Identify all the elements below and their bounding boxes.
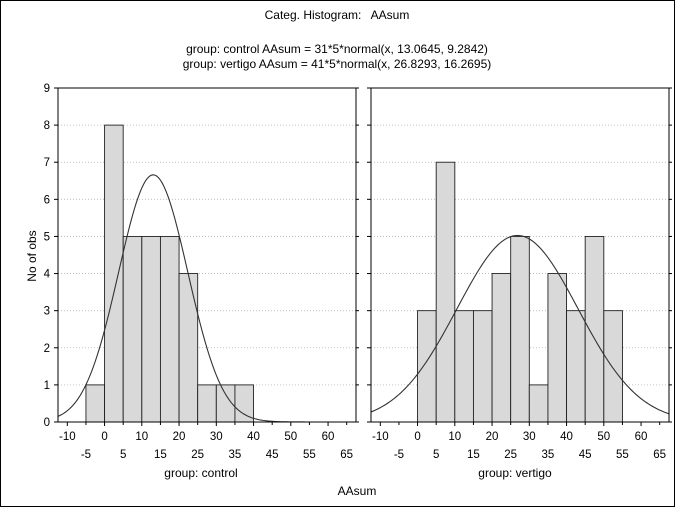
y-tick-label: 1 xyxy=(44,380,50,392)
histogram-bar xyxy=(528,384,549,423)
x-tick-label: 10 xyxy=(448,431,461,443)
histogram-bar xyxy=(547,273,568,423)
chart-title: Categ. Histogram: AAsum xyxy=(265,8,410,22)
chart-subtitle-control: group: control AAsum = 31*5*normal(x, 13… xyxy=(186,42,488,56)
x-tick-label: 45 xyxy=(579,449,592,461)
y-tick-label: 7 xyxy=(44,157,50,169)
histogram-bar xyxy=(454,310,474,423)
panel-1: -10 0 10 20 30 40 50 60 -5 5 15 25 35 45 55 65 xyxy=(367,87,672,461)
x-tick-label: 55 xyxy=(616,449,629,461)
x-tick-label: 60 xyxy=(322,431,335,443)
x-tick-label: -5 xyxy=(394,449,404,461)
x-tick-label: 25 xyxy=(191,449,204,461)
y-tick-label: 6 xyxy=(44,194,50,206)
histogram-bar xyxy=(603,310,623,423)
panel-frame xyxy=(57,87,357,423)
histogram-bar xyxy=(491,273,512,423)
normal-fit-curve xyxy=(370,234,670,415)
x-tick-label: 35 xyxy=(542,449,555,461)
x-tick-label: 15 xyxy=(467,449,480,461)
histogram-bar xyxy=(435,161,456,423)
x-tick-label: 65 xyxy=(340,449,353,461)
y-tick-label: 3 xyxy=(44,306,50,318)
x-tick-label: 60 xyxy=(635,431,648,443)
histogram-bar xyxy=(178,273,199,423)
x-tick-label: -5 xyxy=(81,449,91,461)
x-axis-label: AAsum xyxy=(338,484,377,498)
y-tick-label: 5 xyxy=(44,231,50,243)
panel-label-vertigo: group: vertigo xyxy=(478,466,552,480)
x-tick-label: 55 xyxy=(303,449,316,461)
x-tick-label: 5 xyxy=(120,449,126,461)
x-tick-label: 40 xyxy=(247,431,260,443)
histogram-bar xyxy=(197,384,217,423)
x-tick-label: 0 xyxy=(101,431,107,443)
y-axis-label: No of obs xyxy=(25,230,39,281)
x-tick-label: 40 xyxy=(560,431,573,443)
y-tick-label: 0 xyxy=(44,417,50,429)
x-tick-label: -10 xyxy=(372,431,389,443)
chart-subtitle-vertigo: group: vertigo AAsum = 41*5*normal(x, 26… xyxy=(183,57,492,71)
histogram-bar xyxy=(234,384,255,423)
x-tick-label: 50 xyxy=(284,431,297,443)
y-tick-label: 2 xyxy=(44,343,50,355)
x-tick-label: 15 xyxy=(154,449,167,461)
histogram-bar xyxy=(122,235,143,423)
histogram-bar xyxy=(104,124,124,423)
x-tick-label: 50 xyxy=(597,431,610,443)
x-tick-label: 25 xyxy=(504,449,517,461)
x-tick-label: -10 xyxy=(59,431,76,443)
x-tick-label: 45 xyxy=(266,449,279,461)
histogram-bar xyxy=(85,384,106,423)
histogram-bar xyxy=(159,235,180,423)
x-tick-label: 35 xyxy=(229,449,242,461)
x-tick-label: 30 xyxy=(523,431,536,443)
histogram-bar xyxy=(584,235,605,423)
y-tick-label: 9 xyxy=(44,83,50,95)
panel-frame xyxy=(370,87,670,423)
x-tick-label: 30 xyxy=(210,431,223,443)
histogram-bar xyxy=(417,310,437,423)
histogram-bar xyxy=(566,310,586,423)
histogram-bar xyxy=(472,310,493,423)
histogram-bar xyxy=(141,235,161,423)
x-tick-label: 5 xyxy=(433,449,439,461)
panel-label-control: group: control xyxy=(164,466,237,480)
y-tick-label: 4 xyxy=(44,269,51,281)
x-tick-label: 20 xyxy=(486,431,499,443)
histogram-bar xyxy=(510,235,530,423)
x-tick-label: 10 xyxy=(135,431,148,443)
x-tick-label: 65 xyxy=(653,449,666,461)
y-tick-label: 8 xyxy=(44,120,50,132)
x-tick-label: 0 xyxy=(414,431,420,443)
x-tick-label: 20 xyxy=(173,431,186,443)
